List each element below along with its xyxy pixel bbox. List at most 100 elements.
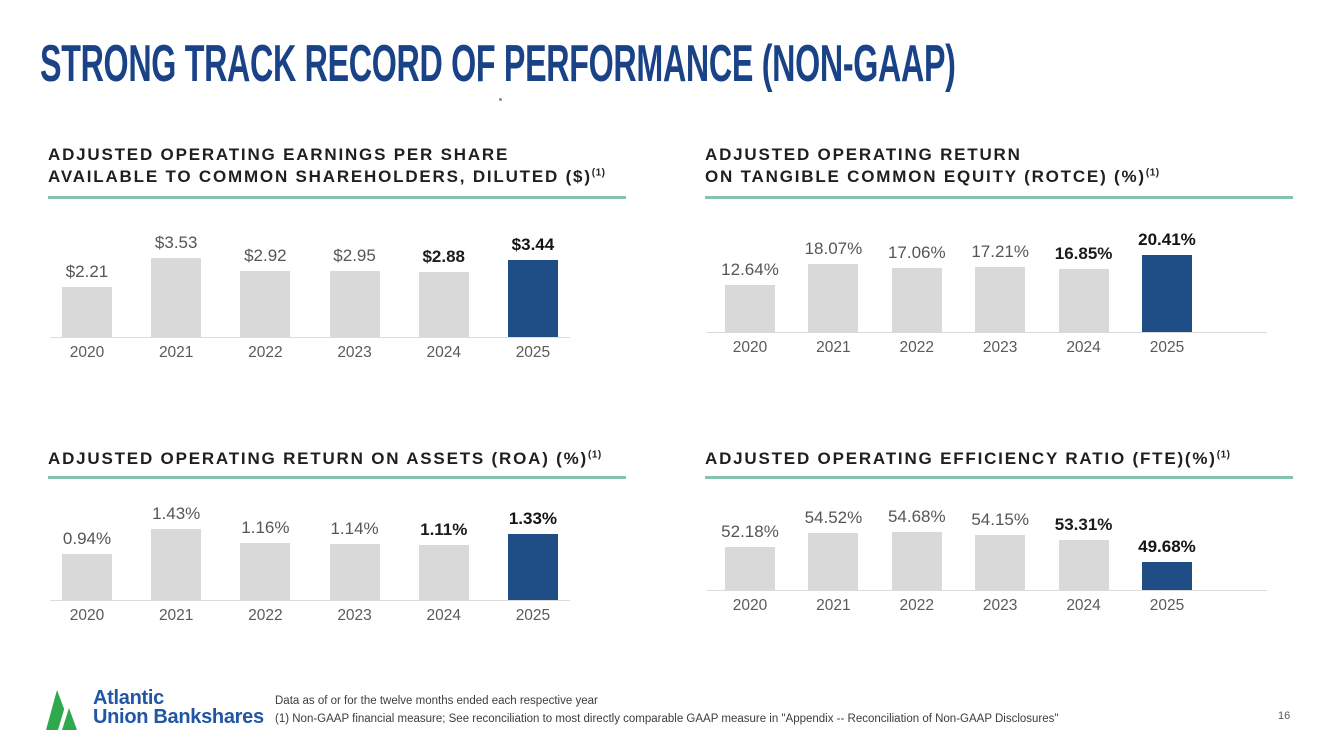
bar <box>891 532 942 590</box>
year-label: 2021 <box>816 597 851 614</box>
bar-column: 54.68% <box>888 507 946 590</box>
bar <box>1058 269 1109 332</box>
chart-title-line: AVAILABLE TO COMMON SHAREHOLDERS, DILUTE… <box>48 167 606 187</box>
year-label: 2024 <box>426 607 461 624</box>
year-label: 2024 <box>1066 339 1101 356</box>
footnote-data-as-of: Data as of or for the twelve months ende… <box>275 695 598 707</box>
bar <box>418 272 469 337</box>
mountain-logo-icon <box>46 688 88 730</box>
bar <box>1058 540 1109 590</box>
chart-title-line: ADJUSTED OPERATING RETURN <box>705 145 1022 164</box>
value-label: 18.07% <box>804 239 863 258</box>
bar-column: 1.14% <box>329 519 380 600</box>
year-label: 2025 <box>1149 597 1185 614</box>
bar-column: 1.43% <box>151 504 202 600</box>
bar <box>1141 255 1192 332</box>
bar-column: 54.52% <box>805 508 862 590</box>
footnote-superscript: (1) <box>591 167 606 179</box>
bar-column: 12.64% <box>721 260 779 332</box>
bar-column: 17.21% <box>971 242 1029 332</box>
year-label: 2022 <box>899 339 935 356</box>
year-label: 2020 <box>732 597 768 614</box>
chart-title: ADJUSTED OPERATING RETURN ON TANGIBLE COM… <box>705 144 1293 189</box>
value-label: 17.21% <box>971 242 1030 261</box>
year-label: 2023 <box>337 607 372 624</box>
bar <box>808 264 859 332</box>
chart-title: ADJUSTED OPERATING RETURN ON ASSETS (ROA… <box>48 448 626 470</box>
bar-plot: 0.94% 1.43% 1.16% 1.14% 1.11% 1.33% <box>50 491 570 601</box>
year-label: 2025 <box>515 607 551 624</box>
chart-title: ADJUSTED OPERATING EARNINGS PER SHARE AVA… <box>48 144 626 189</box>
value-label: 52.18% <box>721 522 779 541</box>
footnotes: Data as of or for the twelve months ende… <box>275 692 1059 728</box>
x-axis-labels: 2020 2021 2022 2023 2024 2025 <box>50 607 570 625</box>
bar <box>151 258 202 337</box>
bar-column: 1.33% <box>507 509 558 600</box>
value-label: $2.95 <box>333 246 376 265</box>
logo-line-1: Atlantic <box>93 686 164 709</box>
year-label: 2020 <box>732 339 768 356</box>
bar-column: 53.31% <box>1055 515 1112 590</box>
stray-period-mark <box>499 98 502 101</box>
value-label: 1.11% <box>420 520 468 539</box>
year-label: 2023 <box>337 344 372 361</box>
value-label: 54.52% <box>804 508 863 527</box>
bar-column: 49.68% <box>1138 537 1196 590</box>
chart-panel-roa: ADJUSTED OPERATING RETURN ON ASSETS (ROA… <box>48 448 626 683</box>
bar-plot: 52.18% 54.52% 54.68% 54.15% 53.31% 49.68% <box>707 481 1267 591</box>
value-label: 20.41% <box>1138 230 1196 249</box>
chart-panel-eps: ADJUSTED OPERATING EARNINGS PER SHARE AVA… <box>48 144 626 404</box>
bar-column: 1.16% <box>240 518 291 600</box>
year-label: 2022 <box>899 597 935 614</box>
title-underline <box>705 476 1293 480</box>
footnote-non-gaap: (1) Non-GAAP financial measure; See reco… <box>275 713 1059 725</box>
year-label: 2020 <box>69 344 105 361</box>
value-label: 1.14% <box>330 519 379 538</box>
logo-line-2: Union Bankshares <box>93 706 264 729</box>
chart-title-line: ADJUSTED OPERATING EFFICIENCY RATIO (FTE… <box>705 449 1231 468</box>
x-axis-labels: 2020 2021 2022 2023 2024 2025 <box>707 597 1267 615</box>
chart-panel-efficiency: ADJUSTED OPERATING EFFICIENCY RATIO (FTE… <box>705 448 1293 683</box>
bar-column: $3.44 <box>507 235 558 337</box>
bar <box>808 533 859 590</box>
bar <box>507 260 558 337</box>
year-label: 2024 <box>1066 597 1101 614</box>
bar <box>891 268 942 332</box>
bar-column: $2.21 <box>62 262 112 337</box>
bar-column: 20.41% <box>1138 230 1196 332</box>
year-label: 2025 <box>1149 339 1185 356</box>
bar-column: $2.88 <box>418 247 469 337</box>
company-logo: Atlantic Union Bankshares <box>46 688 264 730</box>
bar <box>725 547 775 590</box>
title-underline <box>48 195 626 199</box>
bar <box>151 529 202 600</box>
value-label: $3.44 <box>511 235 555 254</box>
bar-column: 18.07% <box>805 239 862 332</box>
value-label: 54.68% <box>887 507 946 526</box>
year-label: 2021 <box>158 344 194 361</box>
bar-column: 0.94% <box>62 529 112 600</box>
page-number: 16 <box>1278 710 1291 722</box>
value-label: $2.21 <box>65 262 109 281</box>
logo-wordmark: Atlantic Union Bankshares <box>93 686 264 730</box>
bar <box>62 287 112 337</box>
bar-plot: $2.21 $3.53 $2.92 $2.95 $2.88 $3.44 <box>50 228 570 338</box>
value-label: 1.33% <box>508 509 558 528</box>
chart-title-line: ADJUSTED OPERATING EARNINGS PER SHARE <box>48 145 510 164</box>
bar <box>975 535 1026 590</box>
value-label: 49.68% <box>1138 537 1196 556</box>
chart-title-line: ON TANGIBLE COMMON EQUITY (ROTCE) (%)(1) <box>705 167 1160 187</box>
bar <box>418 545 469 600</box>
value-label: 12.64% <box>721 260 779 279</box>
bar <box>1141 562 1192 590</box>
bar <box>240 271 291 337</box>
bar <box>329 271 380 337</box>
bar <box>507 534 558 600</box>
year-label: 2023 <box>982 339 1018 356</box>
bar <box>62 554 112 600</box>
chart-title: ADJUSTED OPERATING EFFICIENCY RATIO (FTE… <box>705 448 1293 470</box>
bar-column: $2.92 <box>240 246 291 337</box>
year-label: 2021 <box>816 339 851 356</box>
value-label: 17.06% <box>887 243 946 262</box>
chart-title-line: ADJUSTED OPERATING RETURN ON ASSETS (ROA… <box>48 449 602 468</box>
